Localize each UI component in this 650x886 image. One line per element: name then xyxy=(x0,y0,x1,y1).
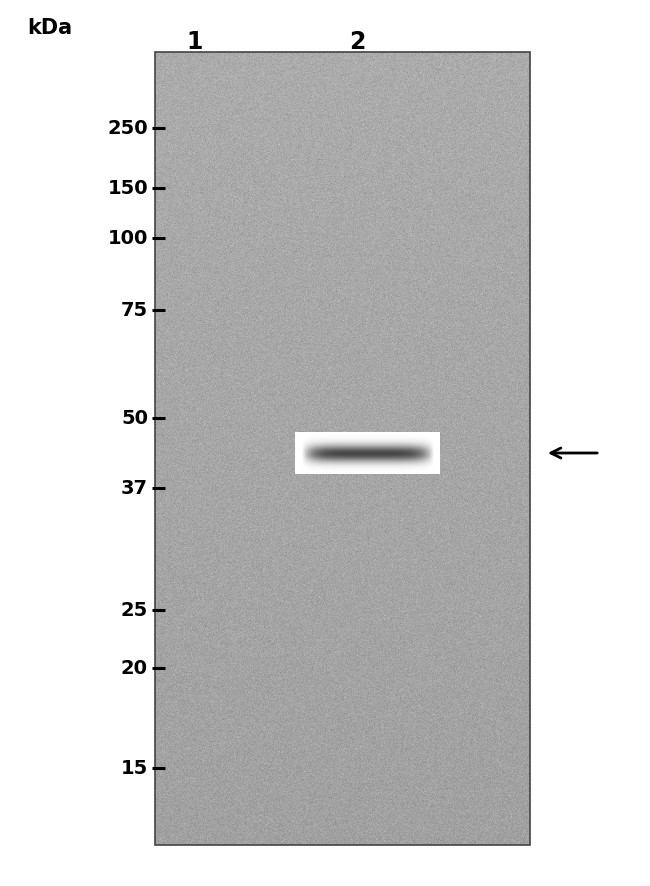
Text: 75: 75 xyxy=(121,300,148,320)
Text: 25: 25 xyxy=(121,601,148,619)
Text: 20: 20 xyxy=(121,658,148,678)
Bar xyxy=(155,52,530,845)
Text: 15: 15 xyxy=(121,758,148,778)
Text: kDa: kDa xyxy=(27,18,73,38)
Text: 100: 100 xyxy=(108,229,148,247)
Text: 150: 150 xyxy=(107,178,148,198)
Text: 250: 250 xyxy=(107,119,148,137)
Text: 1: 1 xyxy=(187,30,203,54)
Text: 2: 2 xyxy=(349,30,366,54)
Text: 50: 50 xyxy=(121,408,148,428)
Text: 37: 37 xyxy=(121,478,148,498)
